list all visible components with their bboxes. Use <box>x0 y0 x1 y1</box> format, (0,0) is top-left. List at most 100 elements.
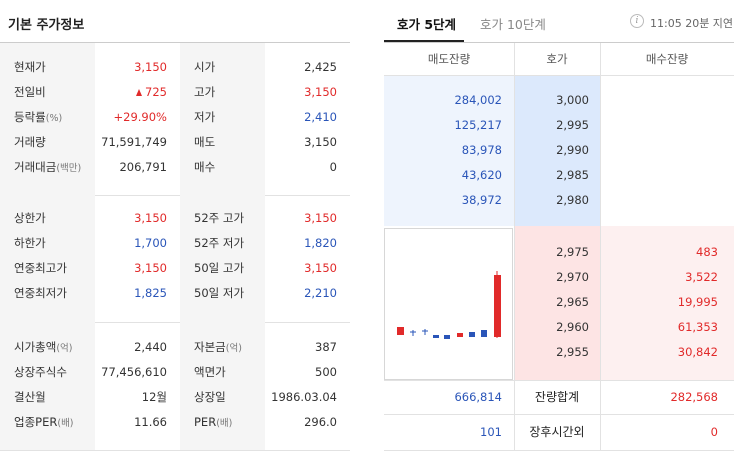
info-value: 2,440 <box>95 335 167 360</box>
info-label: 전일비 <box>14 80 46 105</box>
bid-price[interactable]: 2,955 <box>556 345 589 359</box>
mini-candle-chart <box>384 228 513 380</box>
delay-notice: 11:05 20분 지연 <box>650 17 734 30</box>
info-label-text: 자본금 <box>194 340 226 354</box>
info-value: 77,456,610 <box>95 360 167 385</box>
info-value-text: 3,150 <box>134 261 167 275</box>
info-row: 시가총액(억) 2,440 자본금(억) 387 <box>0 335 350 360</box>
info-value-text: +29.90% <box>113 110 168 124</box>
info-icon[interactable]: i <box>630 14 644 28</box>
info-value: 3,150 <box>95 206 167 231</box>
info-label-text: 상장주식수 <box>14 365 67 379</box>
info-label: 거래대금(백만) <box>14 155 81 180</box>
info-value: 500 <box>315 365 337 379</box>
ask-qty: 125,217 <box>454 118 502 132</box>
total-bid-qty: 282,568 <box>670 390 718 404</box>
bid-row: 2,970 3,522 <box>384 265 734 290</box>
info-value-text: 12월 <box>141 390 167 404</box>
info-label-text: 상한가 <box>14 211 46 225</box>
info-row: 전일비 725 고가 3,150 <box>0 80 350 105</box>
bid-price[interactable]: 2,960 <box>556 320 589 334</box>
info-value: 2,210 <box>304 286 337 300</box>
info-label-text: 거래량 <box>14 135 46 149</box>
info-label-text: 52주 고가 <box>194 211 245 225</box>
info-label: 매수 <box>194 155 215 180</box>
info-value-text: 1,825 <box>134 286 167 300</box>
candle <box>469 332 475 337</box>
bid-row: 2,965 19,995 <box>384 290 734 315</box>
info-label-text: 현재가 <box>14 60 46 74</box>
bid-row: 2,975 483 <box>384 240 734 265</box>
info-value: 3,150 <box>95 256 167 281</box>
info-value-text: 3,150 <box>134 60 167 74</box>
info-label-text: 전일비 <box>14 85 46 99</box>
info-label: 업종PER(배) <box>14 410 74 435</box>
info-value-text: 1,700 <box>134 236 167 250</box>
info-value: 296.0 <box>304 415 337 429</box>
orderbook-panel: 호가 5단계 호가 10단계 i 11:05 20분 지연 매도잔량 호가 매수… <box>384 0 734 466</box>
info-row: 거래량 71,591,749 매도 3,150 <box>0 130 350 155</box>
divider <box>0 42 350 43</box>
total-label: 잔량합계 <box>534 390 580 404</box>
active-tab-indicator <box>384 40 464 42</box>
info-label: 52주 저가 <box>194 231 244 256</box>
info-label-text: 거래대금 <box>14 160 57 174</box>
info-label-text: 50일 고가 <box>194 261 245 275</box>
ask-price[interactable]: 2,985 <box>556 168 589 182</box>
info-row: 연중최저가 1,825 50일 저가 2,210 <box>0 281 350 306</box>
ask-qty-background <box>384 76 514 226</box>
info-label-text: 업종PER <box>14 415 58 429</box>
info-label: 시가총액(억) <box>14 335 72 360</box>
ask-row: 38,972 2,980 <box>384 188 734 213</box>
info-label: 상장주식수 <box>14 360 67 385</box>
bid-row: 2,955 30,842 <box>384 340 734 365</box>
tab-10-levels[interactable]: 호가 10단계 <box>480 17 546 32</box>
ask-price[interactable]: 2,995 <box>556 118 589 132</box>
ask-row: 83,978 2,990 <box>384 138 734 163</box>
header-ask-qty: 매도잔량 <box>427 52 471 66</box>
info-row: 상장주식수 77,456,610 액면가 500 <box>0 360 350 385</box>
ask-qty: 43,620 <box>461 168 502 182</box>
info-label: 시가 <box>194 55 215 80</box>
price-section: 현재가 3,150 시가 2,425 전일비 725 고가 3,150 등락률(%) +29.90… <box>0 43 350 195</box>
info-label: 연중최고가 <box>14 256 67 281</box>
info-label: 상장일 <box>194 385 226 410</box>
mini-candle-chart-svg <box>397 271 501 339</box>
bid-price[interactable]: 2,965 <box>556 295 589 309</box>
info-label-text: 고가 <box>194 85 216 99</box>
header-bid-qty: 매수잔량 <box>645 52 689 66</box>
bid-price[interactable]: 2,970 <box>556 270 589 284</box>
info-value: 3,150 <box>304 135 337 149</box>
info-label: 50일 저가 <box>194 281 244 306</box>
info-label-text: 매도 <box>194 135 216 149</box>
info-value: 3,150 <box>304 261 337 275</box>
info-label-unit: (%) <box>45 113 63 124</box>
bid-price[interactable]: 2,975 <box>556 245 589 259</box>
ask-qty: 38,972 <box>461 193 502 207</box>
bid-row: 2,960 61,353 <box>384 315 734 340</box>
divider <box>0 450 350 451</box>
info-label-text: 결산월 <box>14 390 46 404</box>
info-label-text: 상장일 <box>194 390 226 404</box>
info-label-text: 매수 <box>194 160 216 174</box>
info-row: 거래대금(백만) 206,791 매수 0 <box>0 155 350 180</box>
info-value-text: 11.66 <box>134 415 167 429</box>
info-label-unit: (억) <box>56 343 73 354</box>
info-label: PER(배) <box>194 410 232 435</box>
info-label: 결산월 <box>14 385 46 410</box>
info-value: 1,700 <box>95 231 167 256</box>
candle <box>494 275 501 337</box>
info-value: 71,591,749 <box>95 130 167 155</box>
info-label-text: 52주 저가 <box>194 236 245 250</box>
info-value: 11.66 <box>95 410 167 435</box>
ask-price[interactable]: 3,000 <box>556 93 589 107</box>
ask-qty: 284,002 <box>454 93 502 107</box>
ask-price[interactable]: 2,990 <box>556 143 589 157</box>
info-value: 1,820 <box>304 236 337 250</box>
info-label-text: 등락률 <box>14 110 46 124</box>
tab-5-levels[interactable]: 호가 5단계 <box>397 17 457 32</box>
info-value: 725 <box>95 80 167 105</box>
info-label-unit: (배) <box>57 418 74 429</box>
info-value-text: 77,456,610 <box>101 365 167 379</box>
ask-price[interactable]: 2,980 <box>556 193 589 207</box>
